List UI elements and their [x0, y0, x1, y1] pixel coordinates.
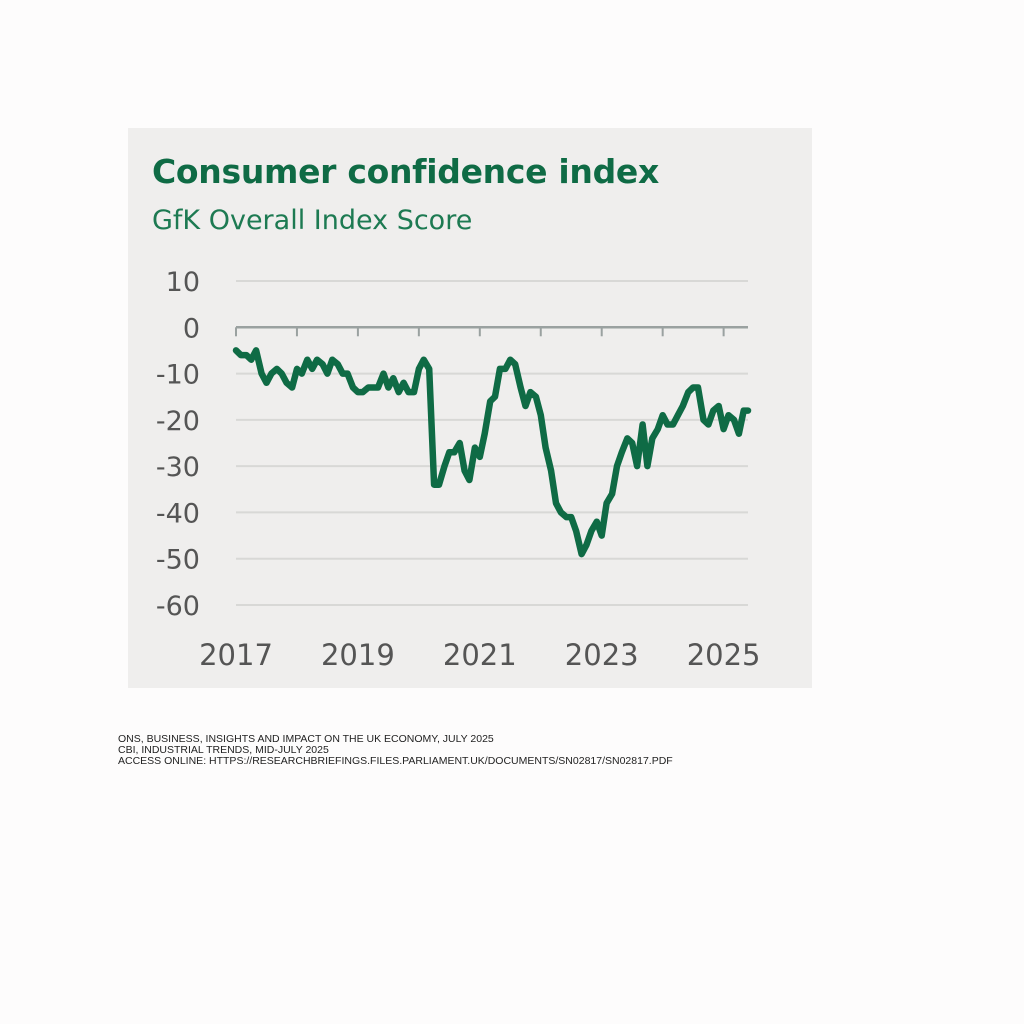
chart-title: Consumer confidence index [152, 152, 659, 191]
y-tick-label: -30 [156, 452, 200, 483]
source-line-ons: ONS, BUSINESS, INSIGHTS AND IMPACT ON TH… [118, 733, 494, 745]
chart-subtitle: GfK Overall Index Score [152, 205, 473, 236]
x-tick-label: 2023 [565, 638, 639, 672]
source-notes: ONS, BUSINESS, INSIGHTS AND IMPACT ON TH… [118, 734, 673, 767]
x-tick-label: 2025 [687, 638, 761, 672]
y-tick-label: 0 [183, 313, 200, 344]
x-tick-label: 2021 [443, 638, 517, 672]
y-tick-label: -10 [156, 360, 200, 391]
source-line-cbi: CBI, INDUSTRIAL TRENDS, MID-JULY 2025 [118, 744, 329, 756]
y-tick-label: -60 [156, 591, 200, 622]
series-line [232, 347, 752, 558]
x-tick-label: 2019 [321, 638, 395, 672]
y-tick-label: -40 [156, 498, 200, 529]
y-tick-label: 10 [166, 267, 200, 298]
y-tick-label: -20 [156, 406, 200, 437]
chart-panel: Consumer confidence index GfK Overall In… [128, 128, 812, 688]
source-line-url: ACCESS ONLINE: HTTPS://RESEARCHBRIEFINGS… [118, 755, 673, 767]
line-chart: 10 0 -10 -20 -30 -40 -50 -60 2017 2019 2021 2023 202… [156, 267, 761, 672]
y-tick-label: -50 [156, 545, 200, 576]
x-tick-label: 2017 [199, 638, 273, 672]
